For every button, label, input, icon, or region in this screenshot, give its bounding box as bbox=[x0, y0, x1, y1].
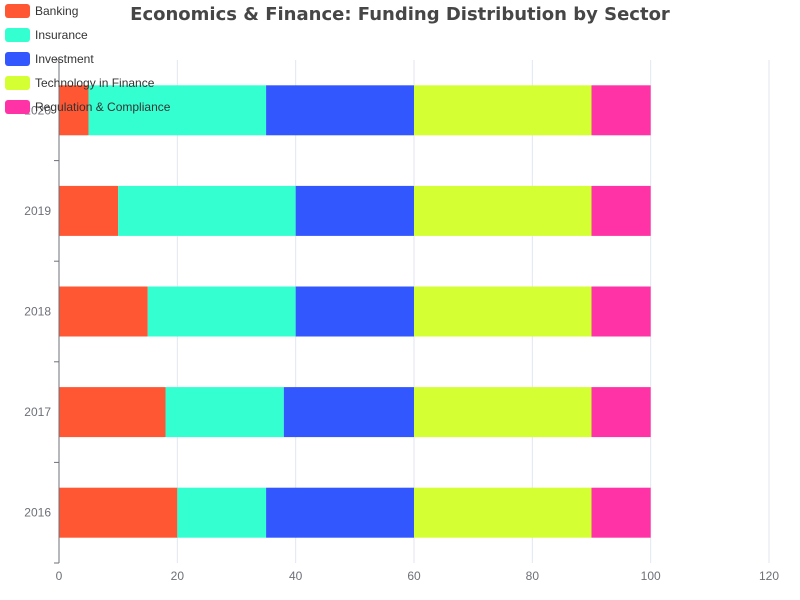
legend-label: Insurance bbox=[35, 28, 88, 42]
bar-segment[interactable] bbox=[591, 185, 651, 236]
y-tick-label: 2020 bbox=[24, 103, 51, 117]
bar-segment[interactable] bbox=[283, 387, 414, 438]
legend-swatch bbox=[5, 28, 30, 42]
legend-label: Regulation & Compliance bbox=[35, 100, 171, 114]
y-tick-label: 2018 bbox=[24, 305, 51, 319]
y-tick-label: 2016 bbox=[24, 506, 51, 520]
bar-segment[interactable] bbox=[591, 387, 651, 438]
bar-segment[interactable] bbox=[295, 185, 414, 236]
x-tick-label: 20 bbox=[171, 569, 185, 583]
bar-segment[interactable] bbox=[59, 85, 89, 136]
bar-segment[interactable] bbox=[59, 487, 178, 538]
bar-segment[interactable] bbox=[165, 387, 284, 438]
legend-item[interactable]: Banking bbox=[5, 4, 78, 18]
x-tick-label: 100 bbox=[641, 569, 661, 583]
bar-segment[interactable] bbox=[266, 487, 414, 538]
x-tick-label: 40 bbox=[289, 569, 303, 583]
legend-swatch bbox=[5, 4, 30, 18]
bar-segment[interactable] bbox=[266, 85, 414, 136]
bar-segment[interactable] bbox=[414, 286, 592, 337]
bar-segment[interactable] bbox=[414, 387, 592, 438]
bar-segment[interactable] bbox=[59, 286, 148, 337]
legend-item[interactable]: Technology in Finance bbox=[5, 76, 155, 90]
bar-segment[interactable] bbox=[591, 487, 651, 538]
legend-swatch bbox=[5, 52, 30, 66]
x-tick-label: 80 bbox=[526, 569, 540, 583]
bar-segment[interactable] bbox=[118, 185, 296, 236]
bar-segment[interactable] bbox=[414, 185, 592, 236]
legend-item[interactable]: Regulation & Compliance bbox=[5, 100, 171, 114]
y-tick-label: 2017 bbox=[24, 405, 51, 419]
bar-segment[interactable] bbox=[147, 286, 296, 337]
x-tick-label: 60 bbox=[407, 569, 421, 583]
legend-label: Technology in Finance bbox=[35, 76, 155, 90]
chart-title: Economics & Finance: Funding Distributio… bbox=[130, 4, 670, 25]
bars bbox=[59, 85, 651, 538]
bar-segment[interactable] bbox=[59, 185, 119, 236]
legend[interactable]: Banking Insurance Investment Technology in … bbox=[5, 4, 171, 114]
legend-item[interactable]: Insurance bbox=[5, 28, 88, 42]
bar-segment[interactable] bbox=[59, 387, 166, 438]
y-tick-label: 2019 bbox=[24, 204, 51, 218]
legend-label: Investment bbox=[35, 52, 94, 66]
bar-segment[interactable] bbox=[295, 286, 414, 337]
legend-swatch bbox=[5, 76, 30, 90]
bar-segment[interactable] bbox=[591, 286, 651, 337]
bar-segment[interactable] bbox=[88, 85, 267, 136]
x-tick-label: 120 bbox=[759, 569, 779, 583]
axes: 0 20 40 60 80 100 120 2016 2017 2018 2019 2020 bbox=[24, 59, 779, 583]
bar-segment[interactable] bbox=[591, 85, 651, 136]
legend-swatch bbox=[5, 100, 30, 114]
bar-segment[interactable] bbox=[414, 85, 592, 136]
x-tick-label: 0 bbox=[56, 569, 63, 583]
legend-label: Banking bbox=[35, 4, 78, 18]
bar-segment[interactable] bbox=[177, 487, 267, 538]
bar-segment[interactable] bbox=[414, 487, 592, 538]
legend-item[interactable]: Investment bbox=[5, 52, 94, 66]
